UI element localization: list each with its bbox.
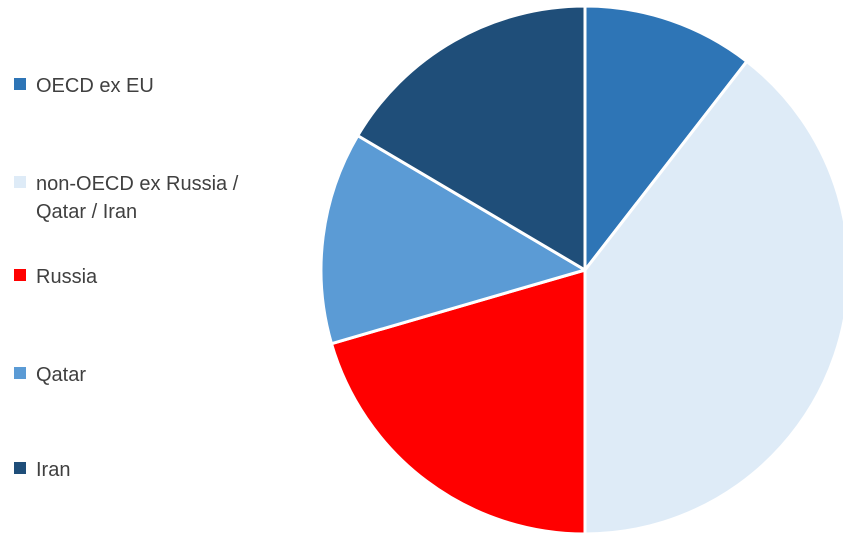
legend-item-russia: Russia bbox=[14, 263, 304, 291]
legend-label-oecd-ex-eu: OECD ex EU bbox=[36, 75, 154, 97]
legend-label-russia: Russia bbox=[36, 266, 98, 288]
pie-slice-non-oecd-ex-russia-qatar-iran bbox=[583, 59, 843, 534]
legend-swatch-iran bbox=[14, 462, 26, 474]
pie-slice-iran bbox=[356, 4, 587, 272]
legend-swatch-non-oecd bbox=[14, 176, 26, 188]
legend-swatch-qatar bbox=[14, 367, 26, 379]
legend-label-non-oecd: non-OECD ex Russia / Qatar / Iran bbox=[36, 173, 239, 223]
pie-slice-oecd-ex-eu bbox=[583, 4, 749, 272]
pie-slice-qatar bbox=[319, 134, 587, 346]
legend-item-iran: Iran bbox=[14, 456, 304, 484]
legend-swatch-russia bbox=[14, 269, 26, 281]
legend-item-non-oecd: non-OECD ex Russia / Qatar / Iran bbox=[14, 170, 304, 226]
legend-item-qatar: Qatar bbox=[14, 361, 304, 389]
pie-slice-russia bbox=[329, 268, 587, 534]
legend-label-iran: Iran bbox=[36, 459, 71, 481]
pie-slices bbox=[319, 4, 843, 534]
legend-label-qatar: Qatar bbox=[36, 364, 87, 386]
legend-swatch-oecd-ex-eu bbox=[14, 78, 26, 90]
legend-item-oecd-ex-eu: OECD ex EU bbox=[14, 72, 304, 100]
